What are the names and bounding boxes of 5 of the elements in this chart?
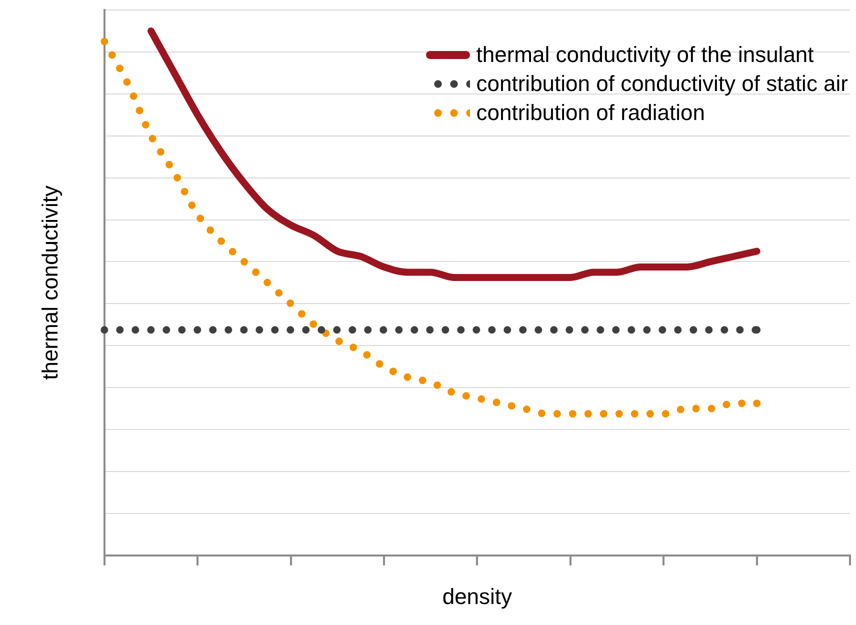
legend-label: contribution of radiation [476,99,705,127]
legend-label: thermal conductivity of the insulant [476,41,814,69]
x-axis-title: density [442,584,512,609]
y-axis-title: thermal conductivity [37,185,62,380]
legend-label: contribution of conductivity of static air [476,70,848,98]
